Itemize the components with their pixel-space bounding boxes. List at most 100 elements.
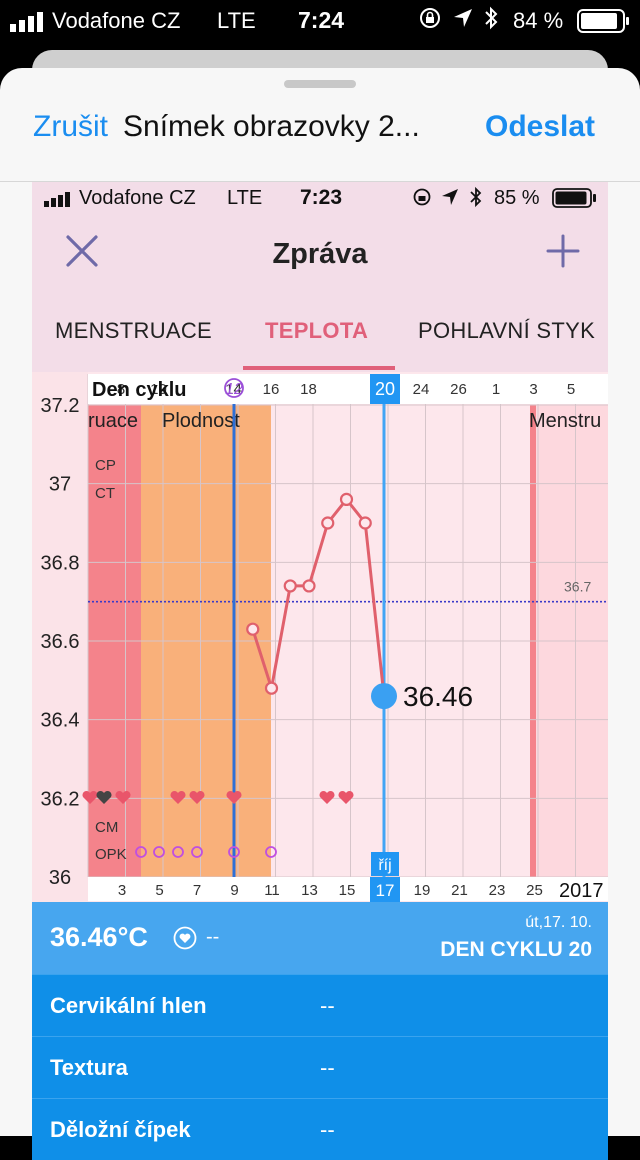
- list-item[interactable]: Textura --: [32, 1036, 608, 1098]
- inner-network: LTE: [227, 187, 263, 209]
- highlight-day-label: 20: [375, 379, 395, 399]
- phase-label-next: Menstru: [529, 410, 601, 432]
- carrier: Vodafone CZ: [52, 8, 181, 33]
- intercourse-markers: [82, 790, 354, 804]
- top-tick-label: 24: [413, 381, 430, 398]
- row-label-opk: OPK: [95, 846, 127, 863]
- clock: 7:24: [298, 7, 345, 33]
- row-value: --: [320, 1055, 335, 1080]
- orientation-lock-icon: [418, 6, 442, 36]
- opk-icon: [265, 846, 277, 858]
- inner-orientation-lock-icon: [412, 187, 432, 212]
- add-icon[interactable]: [546, 234, 580, 273]
- tab-teplota[interactable]: TEPLOTA: [265, 318, 369, 343]
- phase-label-fertile: Plodnost: [162, 410, 240, 432]
- summary-date: út,17. 10.: [525, 914, 592, 931]
- summary-bar[interactable]: 36.46°C -- út,17. 10. DEN CYKLU 20: [32, 902, 608, 974]
- opk-icon: [153, 846, 165, 858]
- temp-point[interactable]: [321, 516, 335, 530]
- y-tick-label: 36.2: [41, 788, 80, 810]
- summary-temp: 36.46°C: [50, 922, 148, 952]
- top-tick-label: 26: [450, 381, 467, 398]
- inner-bluetooth-icon: [469, 186, 483, 213]
- tab-menstruace[interactable]: MENSTRUACE: [55, 318, 213, 343]
- bluetooth-icon: [483, 5, 499, 37]
- heart-icon: [170, 790, 186, 804]
- y-tick-label: 36.4: [41, 710, 80, 732]
- summary-mood: --: [206, 926, 220, 948]
- heart-icon: [338, 790, 354, 804]
- y-axis-bg: [32, 372, 88, 902]
- temp-point[interactable]: [358, 516, 372, 530]
- cycle-day-label: Den cyklu: [92, 379, 186, 401]
- phase-label-menstruation: ruace: [88, 410, 138, 432]
- ovulation-marker: [224, 378, 244, 398]
- opk-icon: [135, 846, 147, 858]
- heart-icon: [226, 790, 242, 804]
- row-label: Děložní čípek: [50, 1117, 191, 1142]
- temp-point[interactable]: [339, 492, 354, 506]
- highlight-day-box: [370, 374, 400, 404]
- opk-icon: [172, 846, 184, 858]
- inner-location-icon: [441, 188, 459, 211]
- heart-icon: [82, 790, 98, 804]
- heart-icon: [115, 790, 131, 804]
- bottom-tick-label: 21: [451, 882, 468, 899]
- tab-pohlavni-styk[interactable]: POHLAVNÍ STYK: [418, 318, 596, 343]
- y-tick-label: 37: [49, 474, 71, 496]
- cancel-button[interactable]: Zrušit: [33, 110, 108, 143]
- row-value: --: [320, 993, 335, 1018]
- threshold-label: 36.7: [564, 579, 591, 595]
- location-icon: [452, 7, 474, 35]
- battery-percent: 84 %: [513, 8, 564, 33]
- temp-point[interactable]: [283, 579, 297, 593]
- heart-icon: [319, 790, 335, 804]
- row-label-cp: CP: [95, 457, 116, 474]
- inner-battery-icon: [552, 188, 598, 213]
- year-label: 2017: [559, 880, 604, 902]
- selected-day-bottom-label: 17: [376, 881, 395, 900]
- bottom-axis-bg: [88, 877, 608, 901]
- list-item[interactable]: Cervikální hlen --: [32, 974, 608, 1036]
- inner-clock: 7:23: [300, 186, 343, 209]
- opk-markers: [135, 846, 277, 858]
- status-bar: Vodafone CZ LTE 7:24 84 %: [0, 0, 640, 40]
- inner-signal-icon: [44, 190, 74, 213]
- top-tick-label: 14: [225, 381, 242, 398]
- top-tick-label: 5: [567, 381, 575, 398]
- close-icon[interactable]: [65, 234, 99, 273]
- send-button[interactable]: Odeslat: [485, 110, 596, 143]
- inner-battery-percent: 85 %: [494, 187, 540, 209]
- top-tick-label: 16: [263, 381, 280, 398]
- divider: [0, 181, 640, 182]
- temp-point[interactable]: [246, 622, 260, 636]
- grabber-handle[interactable]: [284, 80, 356, 88]
- battery-icon: [577, 9, 631, 39]
- bottom-tick-label: 13: [301, 882, 318, 899]
- month-label: říj: [378, 857, 391, 874]
- selected-day-bottom-box: [370, 877, 400, 902]
- top-tick-label: 8: [117, 381, 125, 398]
- heart-icon: [96, 790, 112, 804]
- opk-icon: [228, 846, 240, 858]
- top-tick-label: 3: [529, 381, 537, 398]
- ovulation-day-label: 12: [225, 381, 243, 398]
- y-tick-label: 36: [49, 867, 71, 889]
- network: LTE: [217, 8, 256, 33]
- bottom-tick-label: 5: [155, 882, 163, 899]
- bottom-tick-label: 7: [193, 882, 201, 899]
- temp-point[interactable]: [264, 681, 279, 695]
- selected-value-label: 36.46: [403, 681, 473, 712]
- row-label: Cervikální hlen: [50, 993, 207, 1018]
- list-item[interactable]: Děložní čípek --: [32, 1098, 608, 1160]
- summary-cycle-day: DEN CYKLU 20: [440, 938, 592, 961]
- row-label: Textura: [50, 1055, 128, 1080]
- y-tick-label: 37.2: [41, 395, 80, 417]
- bottom-tick-label: 25: [526, 882, 543, 899]
- inner-carrier: Vodafone CZ: [79, 187, 196, 209]
- signal-icon: [10, 10, 48, 38]
- temp-point[interactable]: [302, 579, 316, 593]
- top-axis-bg: [88, 374, 608, 404]
- selected-temp-point[interactable]: [371, 683, 397, 710]
